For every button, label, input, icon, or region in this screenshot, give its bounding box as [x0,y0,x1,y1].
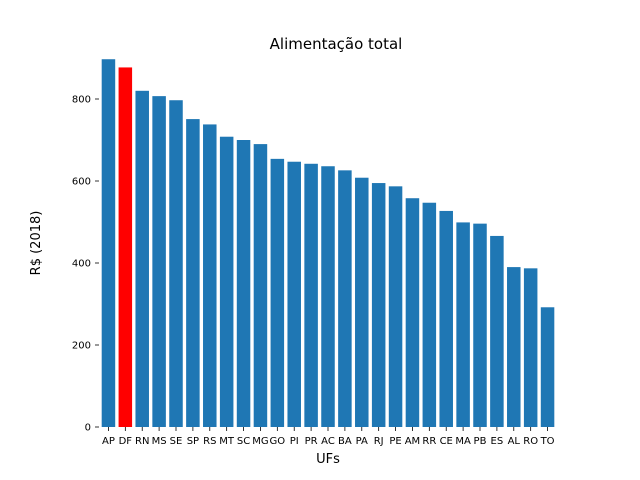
bar-pb [473,223,487,427]
x-tick-label: MS [152,436,167,447]
x-tick-label: MG [252,436,268,447]
bar-sp [186,119,200,427]
x-tick-label: AP [102,436,115,447]
bar-ms [152,96,166,427]
x-tick-label: RS [203,436,216,447]
y-tick-label: 400 [72,259,91,270]
x-tick-label: AC [321,436,335,447]
bar-df [118,67,133,428]
x-tick-label: TO [540,436,555,447]
x-tick-label: RR [422,436,436,447]
bar-rj [371,183,386,427]
x-tick-label: RN [135,436,149,447]
bar-mg [253,144,268,427]
bar-go [270,158,285,428]
x-tick-label: SC [237,436,250,447]
x-tick-label: DF [119,436,133,447]
x-tick-label: PE [389,436,401,447]
bar-es [490,235,504,427]
x-tick-label: PR [305,436,318,447]
y-tick-label: 800 [72,95,91,106]
x-tick-label: RO [523,436,538,447]
bar-am [405,198,420,427]
x-tick-label: CE [440,436,453,447]
x-tick-label: PI [290,436,299,447]
bar-pi [287,161,301,428]
bar-sc [236,140,251,427]
bar-to [540,307,555,427]
bar-pe [388,186,403,427]
x-axis: AP DF RN MS SE SP RS MT SC MG GO PI PR AC BA PA RJ PE AM RR… [102,427,555,447]
bar-ac [321,166,335,428]
chart-title: Alimentação total [270,35,403,53]
bar-rs [203,124,217,428]
y-tick-label: 600 [72,177,91,188]
bar-pr [304,163,318,427]
bar-mt [219,136,234,427]
x-axis-label: UFs [316,452,340,467]
x-tick-label: BA [338,436,352,447]
y-axis: 0 200 400 600 800 [72,95,99,434]
x-tick-label: RJ [374,436,384,447]
bar-se [169,100,183,427]
bar-ap [101,59,116,427]
bars-group [101,59,555,428]
bar-ce [439,210,453,427]
bar-ro [523,268,538,427]
bar-ma [456,222,470,427]
x-tick-label: GO [270,436,286,447]
x-tick-label: SP [187,436,199,447]
x-tick-label: SE [170,436,183,447]
y-axis-label: R$ (2018) [29,211,44,276]
x-tick-label: AM [405,436,420,447]
bar-rr [422,202,437,427]
x-tick-label: ES [491,436,504,447]
bar-al [507,267,521,427]
x-tick-label: MT [219,436,235,447]
y-tick-label: 0 [85,423,91,434]
x-tick-label: MA [455,436,471,447]
bar-ba [338,170,352,427]
bar-rn [135,90,149,428]
x-tick-label: AL [508,436,521,447]
x-tick-label: PB [474,436,487,447]
x-tick-label: PA [356,436,368,447]
y-tick-label: 200 [72,341,91,352]
bar-pa [355,177,369,427]
